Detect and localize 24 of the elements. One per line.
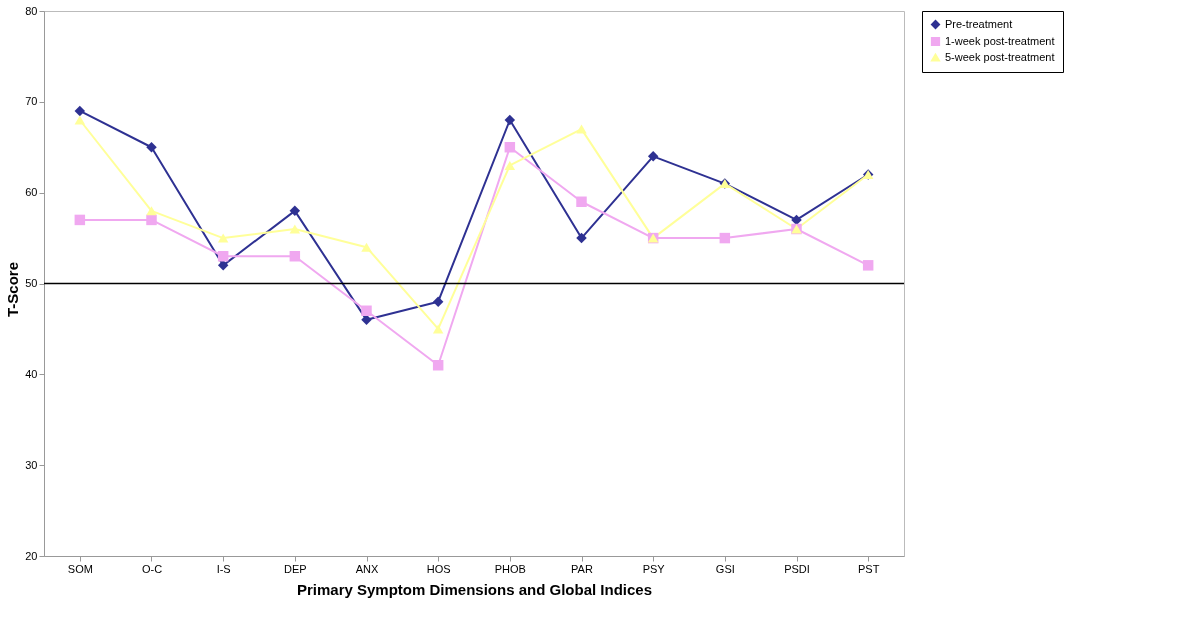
y-tick-label: 70 <box>25 95 38 108</box>
x-tick-label: PHOB <box>494 562 526 575</box>
x-axis-title: Primary Symptom Dimensions and Global Indices <box>296 580 653 598</box>
legend-label: 1-week post-treatment <box>945 34 1055 47</box>
x-tick-label: SOM <box>67 562 93 575</box>
y-tick-label: 50 <box>25 277 38 289</box>
x-tick-label: PAR <box>571 562 593 575</box>
x-tick-label: PST <box>857 562 880 575</box>
x-tick-label: ANX <box>355 562 379 575</box>
y-axis-title: T-Score <box>4 261 22 318</box>
y-tick-label: 20 <box>25 549 38 562</box>
y-tick-label: 30 <box>25 458 38 471</box>
y-tick-label: 80 <box>25 4 38 17</box>
x-tick-label: DEP <box>284 562 307 575</box>
legend-label: Pre-treatment <box>945 17 1013 30</box>
y-tick-label: 40 <box>25 367 38 380</box>
x-tick-label: I-S <box>216 562 231 575</box>
x-tick-label: O-C <box>141 562 163 575</box>
legend-label: 5-week post-treatment <box>945 50 1055 63</box>
x-tick-label: PSDI <box>784 562 810 575</box>
x-tick-label: PSY <box>642 562 666 575</box>
y-tick-label: 60 <box>25 186 38 199</box>
x-tick-label: GSI <box>715 562 735 575</box>
x-tick-label: HOS <box>426 562 451 575</box>
